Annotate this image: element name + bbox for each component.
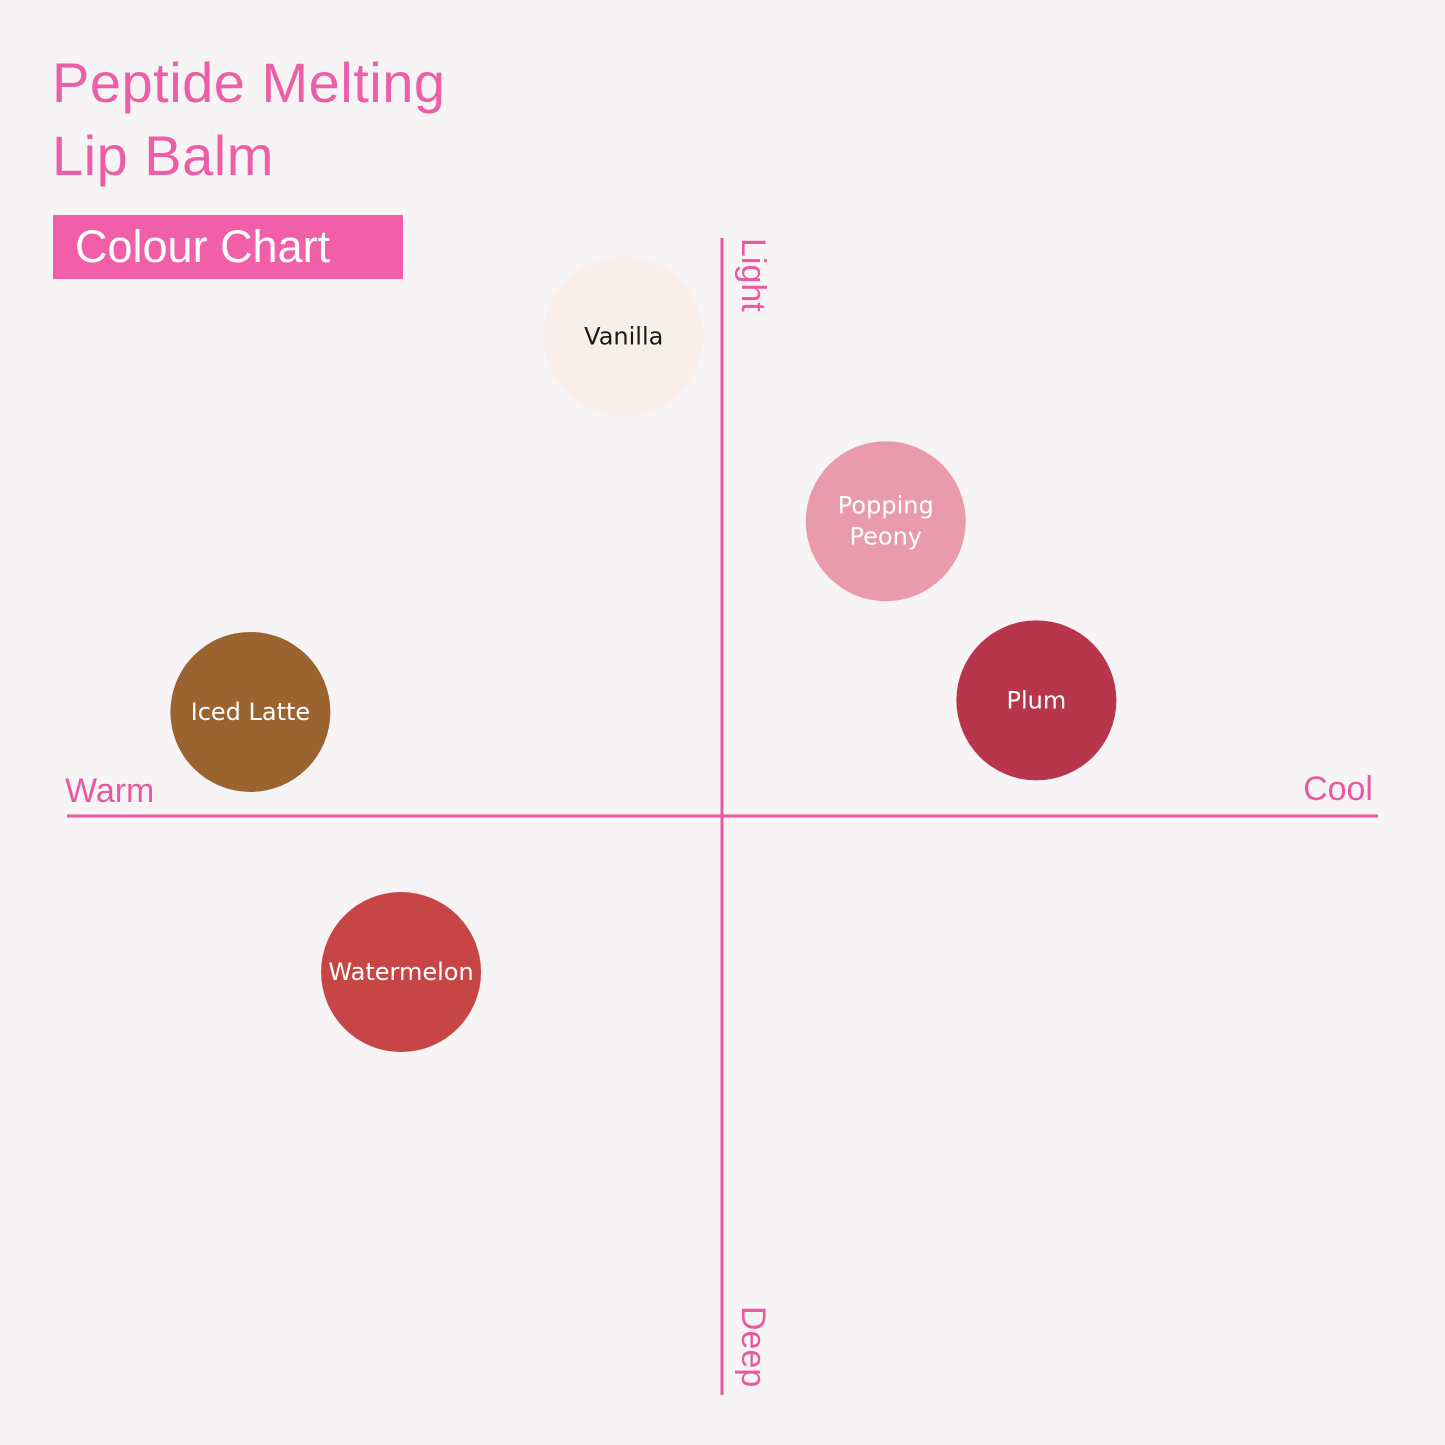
shade-label-plum: Plum	[1007, 686, 1067, 714]
colour-chart-badge: Colour Chart	[53, 215, 403, 279]
page-title: Peptide Melting Lip Balm	[52, 46, 446, 192]
title-line-1: Peptide Melting	[52, 51, 446, 114]
shade-circle-popping-peony	[805, 441, 966, 602]
shade-label-iced-latte: Iced Latte	[191, 698, 311, 726]
shade-points: Vanilla Popping Peony Plum Iced Latte Waterme…	[170, 256, 1117, 1053]
shade-circle-vanilla	[543, 256, 704, 417]
axis-label-warm: Warm	[65, 772, 154, 810]
shade-label-popping-peony: Popping	[838, 492, 934, 520]
axis-label-light: Light	[734, 238, 772, 312]
shade-circle-plum	[956, 620, 1117, 781]
shade-label-vanilla: Vanilla	[584, 322, 663, 350]
axis-label-deep: Deep	[734, 1306, 772, 1387]
shade-label-popping-peony: Peony	[850, 523, 922, 551]
shade-circle-iced-latte	[170, 631, 331, 792]
axis-label-cool: Cool	[1303, 770, 1373, 808]
title-line-2: Lip Balm	[52, 124, 274, 187]
shade-circle-watermelon	[321, 892, 482, 1053]
shade-label-watermelon: Watermelon	[328, 958, 473, 986]
